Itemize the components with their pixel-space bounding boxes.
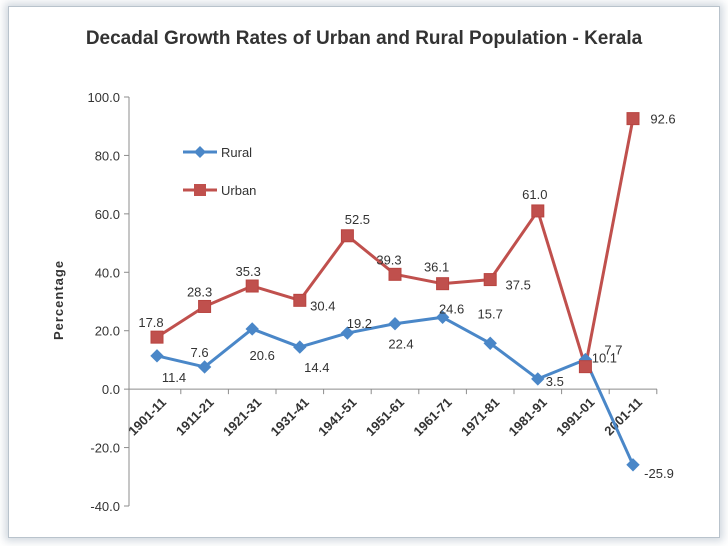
urban-point [150, 330, 164, 344]
urban-point [626, 112, 640, 126]
x-tick-label: 1921-31 [220, 395, 264, 439]
rural-data-label: 15.7 [478, 306, 503, 321]
rural-point [293, 340, 307, 354]
urban-data-label: 92.6 [650, 112, 675, 127]
rural-point [150, 349, 164, 363]
rural-data-label: 7.6 [191, 345, 209, 360]
rural-data-label: 14.4 [304, 360, 329, 375]
rural-data-label: 20.6 [250, 348, 275, 363]
urban-data-label: 30.4 [310, 298, 335, 313]
x-tick-label: 1961-71 [410, 395, 454, 439]
urban-data-label: 17.8 [138, 315, 163, 330]
rural-data-label: 3.5 [546, 374, 564, 389]
rural-data-label: 11.4 [162, 370, 186, 385]
y-axis-label: Percentage [51, 260, 66, 340]
urban-point [578, 360, 592, 374]
rural-data-label: 10.1 [592, 351, 617, 366]
rural-legend-marker [194, 146, 206, 158]
urban-data-label: 7.7 [604, 343, 622, 358]
rural-data-label: 24.6 [439, 301, 464, 316]
urban-point [388, 267, 402, 281]
y-tick-label: 40.0 [95, 265, 120, 280]
urban-point [483, 273, 497, 287]
x-tick-label: 1981-91 [506, 395, 550, 439]
x-tick-label: 1971-81 [458, 395, 502, 439]
urban-point [340, 229, 354, 243]
x-tick-labels: 1901-11 1911-21 1921-31 1931-41 1941-51 1951-… [125, 389, 658, 439]
urban-point [245, 279, 259, 293]
urban-legend-marker [194, 184, 206, 196]
rural-point [388, 316, 402, 331]
urban-data-label: 39.3 [376, 252, 401, 267]
rural-point [197, 360, 212, 374]
chart-title: Decadal Growth Rates of Urban and Rural … [85, 28, 643, 49]
series-markers [150, 112, 640, 472]
y-tick-label: 100.0 [87, 90, 120, 105]
x-tick-label: 1911-21 [173, 395, 217, 439]
y-tick-label: 80.0 [95, 148, 120, 163]
urban-data-label: 28.3 [187, 284, 212, 299]
rural-point [483, 336, 497, 350]
x-tick-label: 1951-61 [363, 395, 407, 439]
y-tick-label: 60.0 [95, 207, 120, 222]
urban-legend-label: Urban [221, 183, 256, 198]
axes [128, 97, 657, 506]
y-tick-label: -20.0 [90, 441, 120, 456]
rural-data-label: 19.2 [347, 316, 372, 331]
y-tick-label: 20.0 [95, 324, 120, 339]
urban-point [531, 204, 545, 218]
urban-data-label: 61.0 [522, 187, 547, 202]
y-tick-label: -40.0 [90, 499, 120, 514]
rural-point [340, 326, 355, 340]
data-labels: 11.4 7.6 20.6 14.4 19.2 22.4 24.6 15.7 3.5 10.1 -2… [138, 112, 675, 481]
rural-data-label: -25.9 [644, 466, 674, 481]
x-tick-label: 1991-01 [553, 395, 597, 439]
x-tick-label: 1901-11 [125, 395, 169, 439]
urban-point [198, 299, 212, 313]
urban-data-label: 36.1 [424, 260, 449, 275]
legend: Rural Urban [183, 145, 256, 198]
x-tick-label: 1941-51 [315, 395, 359, 439]
rural-point [435, 310, 450, 324]
rural-point [245, 322, 259, 336]
urban-point [436, 277, 450, 291]
urban-data-label: 37.5 [506, 278, 531, 293]
rural-data-label: 22.4 [388, 337, 413, 352]
y-tick-labels: 100.0 80.0 60.0 40.0 20.0 0.0 -20.0 -40.0 [87, 90, 129, 514]
x-tick-label: 2001-11 [601, 395, 645, 439]
x-tick-label: 1931-41 [268, 395, 312, 439]
urban-data-label: 52.5 [345, 212, 370, 227]
urban-point [293, 293, 307, 307]
rural-point [531, 372, 545, 386]
urban-data-label: 35.3 [236, 264, 261, 279]
rural-legend-label: Rural [221, 145, 252, 160]
rural-point [626, 458, 640, 472]
y-tick-label: 0.0 [102, 382, 120, 397]
